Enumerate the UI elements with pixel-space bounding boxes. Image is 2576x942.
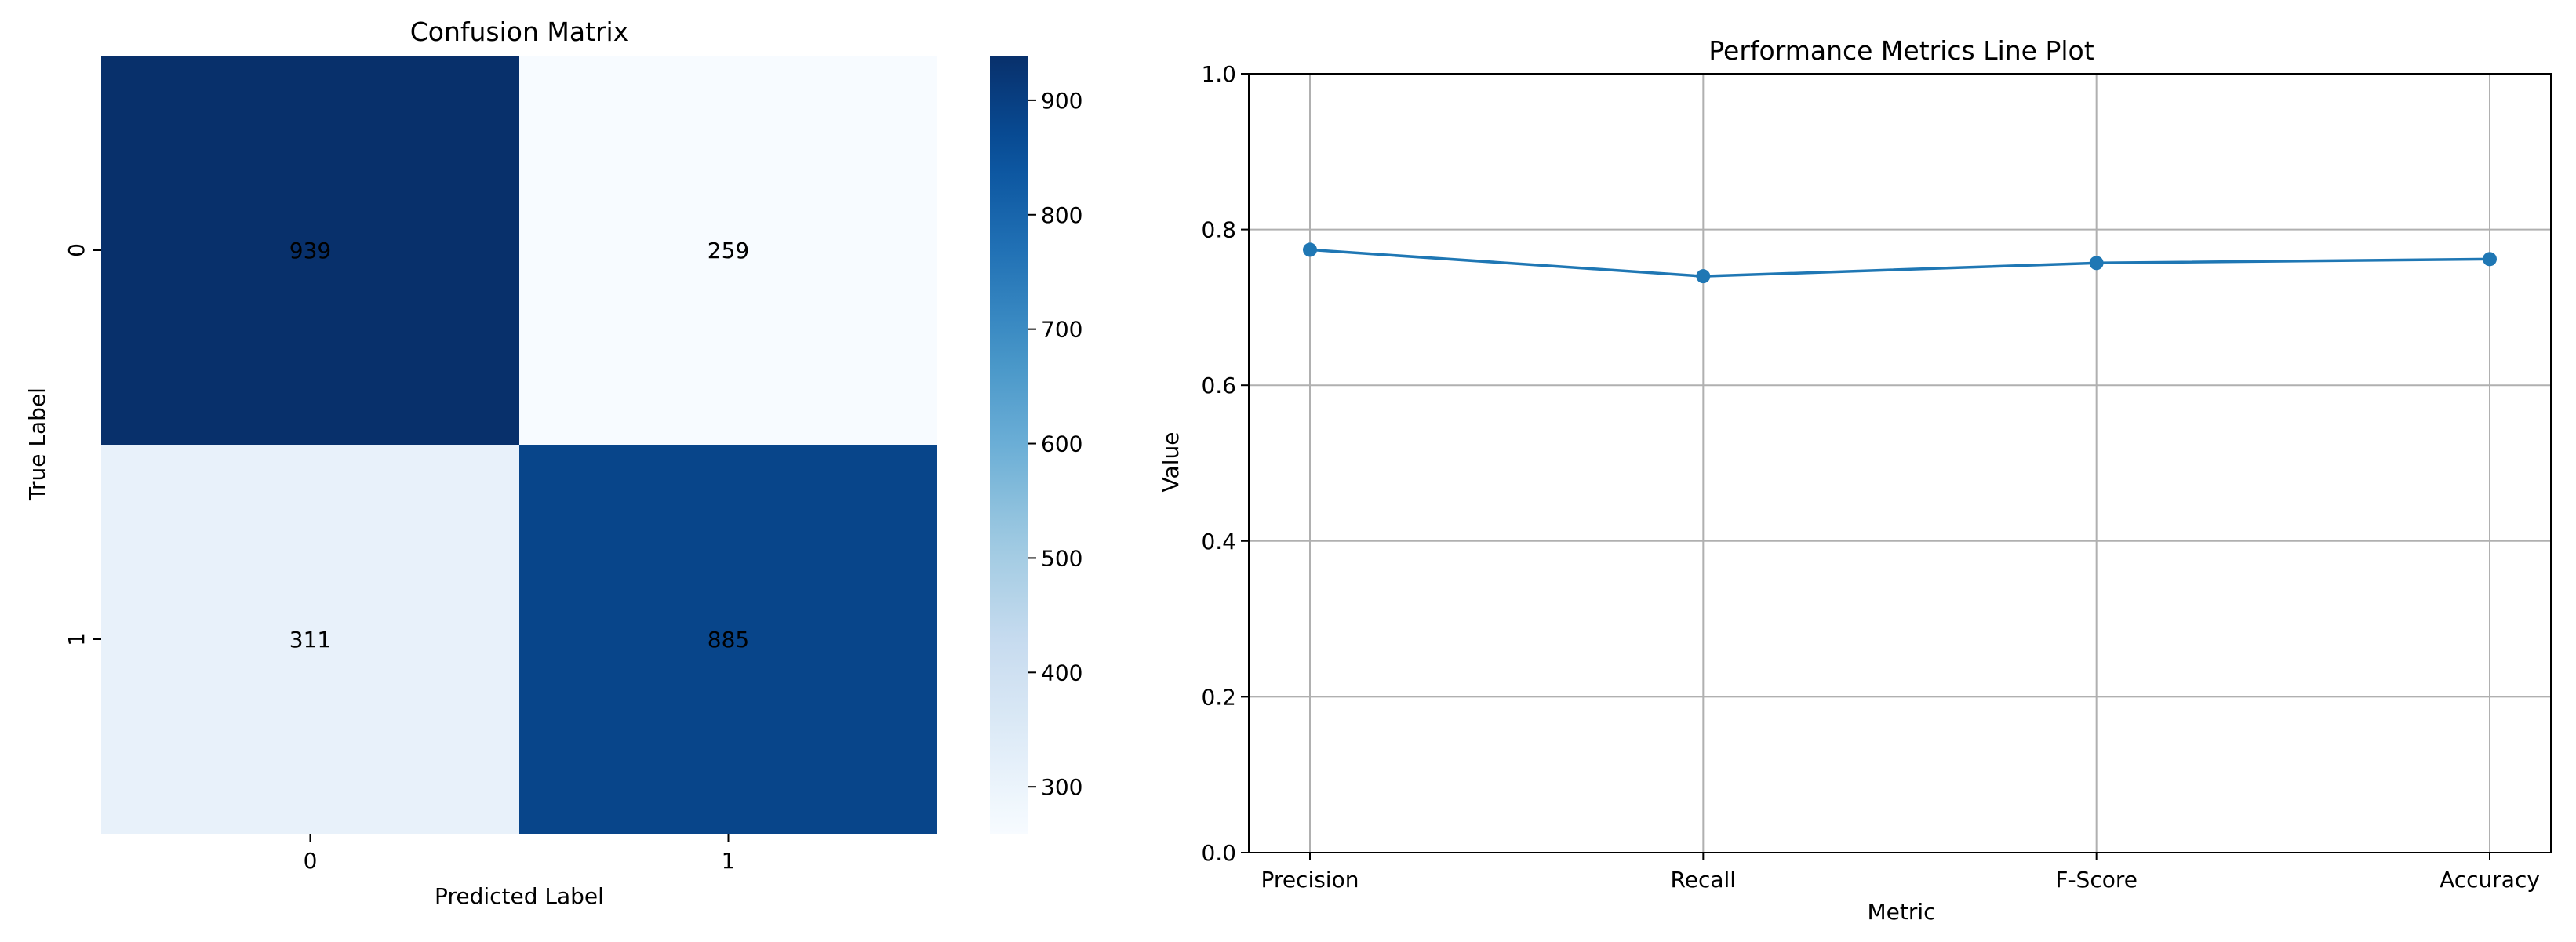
line-gridlines bbox=[1249, 73, 2551, 853]
heatmap-cells: 939 259 311 885 bbox=[101, 56, 937, 834]
heatmap-cell bbox=[101, 56, 519, 445]
colorbar-gradient bbox=[990, 56, 1028, 834]
heatmap-x-label: Predicted Label bbox=[435, 883, 604, 909]
heatmap-cell bbox=[519, 56, 937, 445]
heatmap-cell bbox=[519, 445, 937, 834]
heatmap-cell-label: 311 bbox=[289, 627, 331, 653]
colorbar-tick-label: 800 bbox=[1041, 202, 1082, 228]
line-y-label: Value bbox=[1158, 432, 1184, 493]
line-axes-frame bbox=[1248, 73, 2552, 853]
line-x-tick-label: Recall bbox=[1671, 867, 1737, 893]
line-point bbox=[1696, 269, 1711, 284]
line-y-tick-label: 0.4 bbox=[1201, 529, 1236, 555]
line-x-label: Metric bbox=[1867, 899, 1935, 925]
heatmap-title: Confusion Matrix bbox=[410, 16, 629, 47]
line-x-tick-label: Accuracy bbox=[2440, 867, 2540, 893]
line-point bbox=[1303, 242, 1317, 257]
colorbar-tick-label: 500 bbox=[1041, 545, 1082, 571]
colorbar-tick-label: 700 bbox=[1041, 317, 1082, 343]
line-chart: Performance Metrics Line Plot 0.00.20.40… bbox=[1158, 35, 2552, 925]
heatmap-cell-label: 259 bbox=[708, 238, 749, 264]
heatmap-y-label: True Label bbox=[24, 387, 50, 501]
heatmap-cell bbox=[101, 445, 519, 834]
line-y-tick-label: 1.0 bbox=[1201, 61, 1236, 87]
heatmap-x-tick-label: 1 bbox=[722, 848, 736, 874]
colorbar-tick-label: 600 bbox=[1041, 431, 1082, 457]
line-series bbox=[1303, 242, 2497, 284]
colorbar-tick-label: 400 bbox=[1041, 660, 1082, 686]
colorbar-tick-label: 900 bbox=[1041, 88, 1082, 114]
line-y-tick-label: 0.8 bbox=[1201, 217, 1236, 243]
heatmap-cell-label: 939 bbox=[289, 238, 331, 264]
line-y-tick-label: 0.2 bbox=[1201, 684, 1236, 710]
line-point bbox=[2483, 252, 2497, 267]
colorbar-tick-label: 300 bbox=[1041, 774, 1082, 800]
line-y-tick-label: 0.0 bbox=[1201, 840, 1236, 866]
line-series-path bbox=[1309, 248, 2490, 278]
heatmap-x-tick-label: 0 bbox=[304, 848, 318, 874]
heatmap-cell-label: 885 bbox=[708, 627, 749, 653]
line-x-tick-label: Precision bbox=[1261, 867, 1359, 893]
heatmap-colorbar: 300 400 500 600 700 800 900 bbox=[990, 56, 1082, 834]
heatmap-y-tick-label: 0 bbox=[64, 243, 89, 257]
line-axes: 0.0 0.2 0.4 0.6 0.8 1.0 Precision Recall F-Score… bbox=[1201, 61, 2552, 893]
line-y-tick-label: 0.6 bbox=[1201, 373, 1236, 398]
heatmap-y-tick-label: 1 bbox=[64, 632, 89, 646]
line-title: Performance Metrics Line Plot bbox=[1708, 35, 2094, 66]
line-x-tick-label: F-Score bbox=[2055, 867, 2138, 893]
heatmap-y-axis: 01 bbox=[64, 243, 101, 646]
line-point bbox=[2089, 256, 2104, 271]
